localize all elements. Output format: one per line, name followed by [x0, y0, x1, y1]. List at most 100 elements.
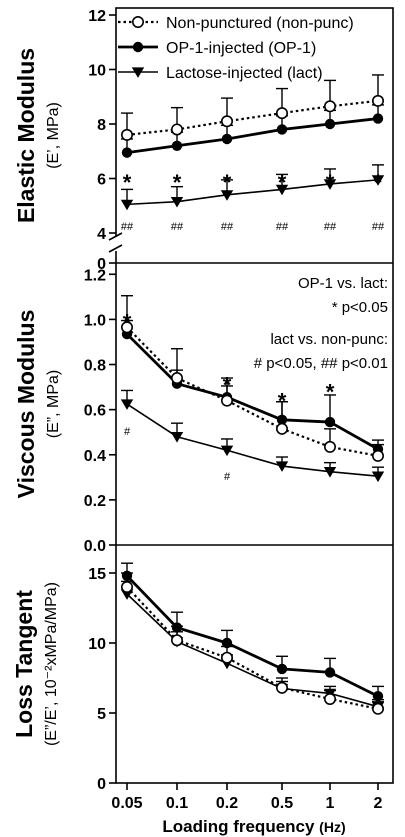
significance-hash: ## [372, 221, 385, 233]
y-tick-label: 0.8 [84, 358, 106, 375]
y-tick-label: 8 [97, 117, 106, 134]
significance-star: * [123, 170, 132, 195]
y-tick-label: 0 [97, 776, 106, 793]
y-tick-label: 10 [88, 636, 106, 653]
point-op1 [171, 140, 183, 151]
legend-marker-lact [131, 67, 145, 78]
y-tick-label: 0.4 [84, 448, 106, 465]
panel-2-data [120, 295, 385, 483]
point-nonpunc [221, 115, 234, 128]
y-tick-label: 10 [88, 63, 106, 80]
axis-break: 0 [97, 232, 123, 273]
point-nonpunc [171, 634, 184, 647]
significance-hash: # [224, 471, 231, 483]
point-lact [371, 175, 385, 186]
stats-legend-line: lact vs. non-punc: [270, 331, 388, 348]
point-op1 [324, 118, 336, 130]
legend-label: OP-1-injected (OP-1) [166, 40, 316, 57]
y-axis-title: Loss Tangent [11, 590, 37, 738]
point-lact [220, 445, 234, 457]
point-op1 [324, 667, 336, 678]
y-tick-label: 12 [88, 8, 106, 25]
point-nonpunc [275, 681, 288, 694]
point-lact [170, 432, 184, 443]
point-lact [120, 199, 134, 211]
panel-3: 0 5 10 15 Loss Tangent (E”/E’, 10⁻²xMPa/MPa) [11, 566, 116, 793]
series-line-nonpunc [126, 99, 379, 136]
significance-star: * [278, 170, 287, 195]
y-tick-label: 1.0 [84, 312, 106, 329]
point-op1 [121, 147, 133, 158]
significance-star: * [326, 170, 335, 195]
point-nonpunc [371, 449, 384, 462]
significance-hash: ## [171, 221, 184, 233]
point-op1 [221, 637, 233, 649]
y-tick-label: 15 [88, 566, 106, 583]
legend-label: Non-punctured (non-punc) [166, 15, 354, 32]
significance-hash: ## [221, 221, 234, 233]
x-tick-label: 0.05 [111, 795, 142, 812]
significance-star: * [223, 373, 232, 398]
significance-star: * [223, 170, 232, 195]
series-line-lact [126, 403, 379, 477]
y-axis-title: Viscous Modulus [13, 310, 39, 499]
panel-1: 4 6 8 10 12 Elastic Modulus (E’, MPa) [13, 8, 116, 243]
point-lact [220, 190, 234, 201]
panel-3-data [120, 562, 385, 715]
y-axis-subtitle: (E’, MPa) [45, 102, 62, 169]
point-op1 [221, 133, 233, 145]
point-nonpunc [221, 394, 234, 407]
y-tick-label: 0.2 [84, 493, 106, 510]
axis-break-mark [108, 232, 123, 241]
significance-star: * [374, 170, 383, 195]
series-line-op1 [126, 333, 379, 451]
legend-marker-nonpunc [132, 15, 145, 28]
series-line-lact [126, 179, 379, 206]
panel-2: 0.0 0.2 0.4 0.6 0.8 1.0 1.2 Viscous Modulus (E”,… [13, 267, 116, 555]
point-nonpunc [323, 692, 336, 705]
legend: Non-punctured (non-punc) OP-1-injected (O… [118, 15, 354, 82]
point-lact [170, 197, 184, 208]
x-axis-title-main: Loading frequency [162, 817, 319, 836]
y-tick-label: 4 [97, 226, 106, 243]
axis-break-mark [108, 244, 123, 253]
point-nonpunc [221, 651, 234, 664]
significance-hash: ## [121, 221, 134, 233]
plot-frame [115, 7, 394, 784]
significance-markers: * * * * # # [123, 309, 335, 483]
point-nonpunc [171, 123, 184, 136]
point-nonpunc [323, 440, 336, 453]
significance-star: * [173, 170, 182, 195]
x-axis-title: Loading frequency (Hz) [162, 817, 345, 836]
point-lact [371, 471, 385, 483]
point-nonpunc [121, 321, 134, 334]
significance-hash: ## [324, 221, 337, 233]
series-line-lact [126, 593, 379, 708]
y-tick-label: 0 [97, 256, 106, 273]
x-axis: 0.05 0.1 0.2 0.5 1 2 Loading frequency (Hz) [111, 783, 383, 836]
point-op1 [324, 416, 336, 428]
stats-legend: OP-1 vs. lact: * p<0.05 lact vs. non-punc:… [254, 275, 388, 372]
point-op1 [372, 113, 384, 124]
series-line-op1 [125, 574, 379, 698]
x-axis-title-unit: (Hz) [319, 819, 345, 835]
y-tick-label: 5 [97, 706, 106, 723]
x-tick-label: 0.2 [216, 795, 238, 812]
y-tick-label: 6 [97, 172, 106, 189]
point-lact [275, 184, 289, 196]
panel-1-data [120, 74, 385, 211]
stats-legend-line: # p<0.05, ## p<0.01 [254, 355, 388, 372]
point-nonpunc [171, 372, 184, 385]
x-tick-label: 2 [374, 795, 383, 812]
point-op1 [276, 124, 288, 135]
point-nonpunc [371, 94, 384, 107]
point-op1 [276, 663, 288, 675]
point-lact [275, 461, 289, 472]
significance-markers: * ## * ## * ## * ## * ## * ## [121, 170, 385, 233]
significance-hash: ## [276, 221, 289, 233]
significance-star: * [278, 388, 287, 413]
series-line-op1 [126, 117, 379, 154]
y-axis-subtitle: (E”, MPa) [45, 370, 62, 438]
legend-label: Lactose-injected (lact) [166, 65, 323, 82]
